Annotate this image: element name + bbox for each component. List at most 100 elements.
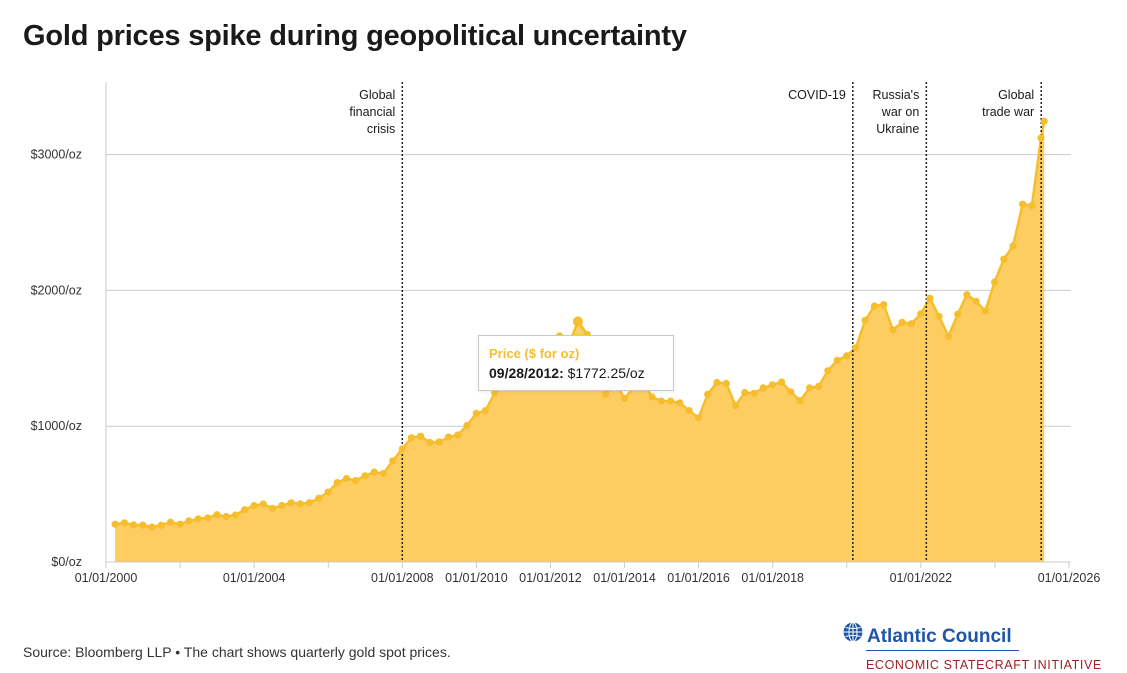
y-tick-label: $2000/oz [31,283,82,297]
x-tick-label: 01/01/2014 [593,571,656,585]
event-label: COVID-19 [788,88,846,102]
data-point [305,499,314,507]
data-point [166,518,175,526]
data-point [898,318,906,326]
data-point [454,431,462,439]
data-point [981,307,989,315]
data-point [852,344,860,352]
tooltip-date: 09/28/2012: [489,365,564,381]
data-point [315,494,323,502]
data-point [287,499,295,507]
data-point [268,504,277,512]
logo-divider [866,650,1019,651]
data-point [704,390,712,398]
data-point [824,367,832,375]
event-label: trade war [982,105,1034,119]
data-point [472,409,480,417]
data-point [657,397,666,405]
x-tick-label: 01/01/2012 [519,571,582,585]
x-tick-label: 01/01/2022 [890,571,953,585]
data-point [648,393,656,401]
event-label: Russia's [872,88,919,102]
x-tick-label: 01/01/2008 [371,571,434,585]
data-point [972,297,980,305]
event-markers: Global financial crisis COVID-19 Russia's war… [349,82,1042,562]
data-point [324,488,332,496]
data-point [880,301,888,309]
data-point [602,390,610,398]
data-point [426,438,434,447]
data-point [157,521,165,529]
x-tick-label: 01/01/2016 [667,571,730,585]
data-point [1028,201,1036,210]
data-point [741,388,749,397]
data-point [713,378,721,387]
data-point [750,389,758,397]
logo-initiative: ECONOMIC STATECRAFT INITIATIVE [866,658,1102,672]
data-point [889,326,897,334]
atlantic-council-logo[interactable]: Atlantic Council ECONOMIC STATECRAFT INI… [843,622,1113,672]
y-tick-label: $1000/oz [31,419,82,433]
data-point [352,476,360,485]
data-point [241,506,249,514]
data-point [963,291,971,299]
data-point [491,389,499,397]
event-label: Ukraine [876,122,919,136]
data-point [722,379,730,387]
data-point [379,469,387,478]
y-tick-label: $3000/oz [31,148,82,162]
x-axis: 01/01/2000 01/01/2004 01/01/2008 01/01/2010… [75,561,1101,585]
data-point [814,382,823,391]
data-point [935,312,943,321]
data-point [870,302,879,310]
data-point [833,356,841,364]
data-point [843,352,851,360]
event-label: crisis [367,122,395,136]
data-point [250,502,258,510]
data-point [944,332,953,340]
data-point [139,521,147,529]
data-point [120,519,128,527]
event-label: financial [349,105,395,119]
data-point [463,421,471,430]
data-point [342,474,351,483]
price-tooltip: Price ($ for oz) 09/28/2012: $1772.25/oz [478,335,674,391]
data-point [361,472,369,480]
x-tick-label: 01/01/2004 [223,571,286,585]
data-point [130,521,138,529]
data-point [759,384,767,392]
source-note: Source: Bloomberg LLP • The chart shows … [23,644,451,660]
globe-icon [843,622,863,642]
data-point [398,445,406,453]
data-point [481,407,489,415]
tooltip-title: Price ($ for oz) [489,346,580,361]
data-point [435,438,443,446]
data-point [685,407,693,415]
data-point [231,511,239,519]
data-point [444,433,452,441]
data-point [620,394,629,402]
data-point [1037,134,1045,142]
chart-title: Gold prices spike during geopolitical un… [23,20,687,52]
data-point [917,310,925,318]
data-point [907,320,916,328]
event-label: Global [998,88,1034,102]
data-point [731,402,740,410]
data-point [213,511,221,519]
data-point [185,517,193,525]
y-tick-label: $0/oz [51,555,82,569]
data-point [278,501,286,510]
logo-name: Atlantic Council [867,626,1012,647]
data-point [861,316,869,324]
x-tick-label: 01/01/2026 [1038,571,1101,585]
data-point [370,468,378,476]
data-point [1000,255,1008,263]
data-point [259,500,267,508]
data-point [991,278,999,286]
data-point [204,514,212,522]
data-point [296,500,304,508]
data-point [1040,117,1048,125]
x-tick-label: 01/01/2018 [741,571,804,585]
data-point [806,384,814,392]
data-point [176,520,184,528]
